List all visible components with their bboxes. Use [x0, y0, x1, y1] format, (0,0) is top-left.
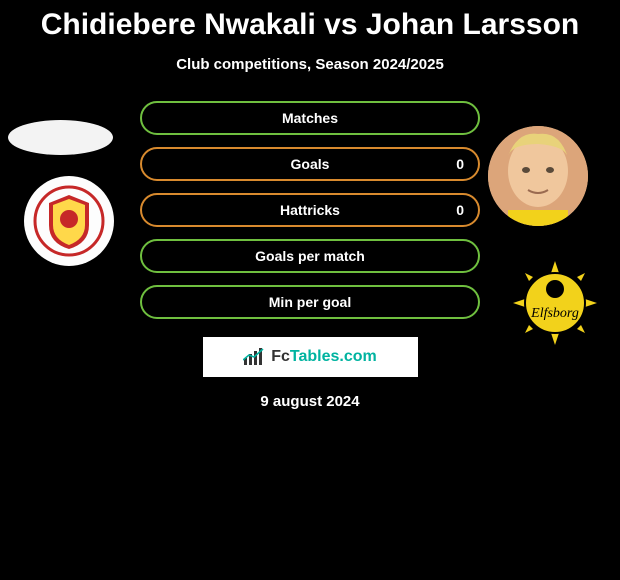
kalmar-shield-icon [33, 185, 105, 257]
stat-label: Matches [282, 110, 338, 126]
stat-right-value: 0 [456, 156, 464, 172]
stat-right-value: 0 [456, 202, 464, 218]
stat-label: Hattricks [280, 202, 340, 218]
brand-text: FcTables.com [271, 348, 377, 366]
player-right-face-icon [488, 126, 588, 226]
stat-row-min-per-goal: Min per goal [140, 285, 480, 319]
brand-prefix: Fc [271, 348, 290, 365]
brand-suffix: Tables.com [290, 348, 377, 365]
club-left-badge [24, 176, 114, 266]
brand-badge: FcTables.com [203, 337, 418, 377]
player-right-avatar [488, 126, 588, 226]
stat-label: Goals per match [255, 248, 365, 264]
player-left-avatar [8, 120, 113, 155]
stat-row-goals-per-match: Goals per match [140, 239, 480, 273]
page-subtitle: Club competitions, Season 2024/2025 [0, 56, 620, 73]
svg-text:Elfsborg: Elfsborg [530, 306, 579, 321]
stat-row-hattricks: Hattricks 0 [140, 193, 480, 227]
page-title: Chidiebere Nwakali vs Johan Larsson [0, 0, 620, 42]
stat-label: Min per goal [269, 294, 351, 310]
stat-label: Goals [291, 156, 330, 172]
date-label: 9 august 2024 [0, 393, 620, 410]
stat-row-matches: Matches [140, 101, 480, 135]
stats-container: Matches Goals 0 Hattricks 0 Goals per ma… [140, 101, 480, 319]
club-right-badge: Elfsborg [510, 258, 600, 348]
bar-chart-icon [243, 348, 265, 366]
stat-row-goals: Goals 0 [140, 147, 480, 181]
elfsborg-crest-icon: Elfsborg [510, 258, 600, 348]
